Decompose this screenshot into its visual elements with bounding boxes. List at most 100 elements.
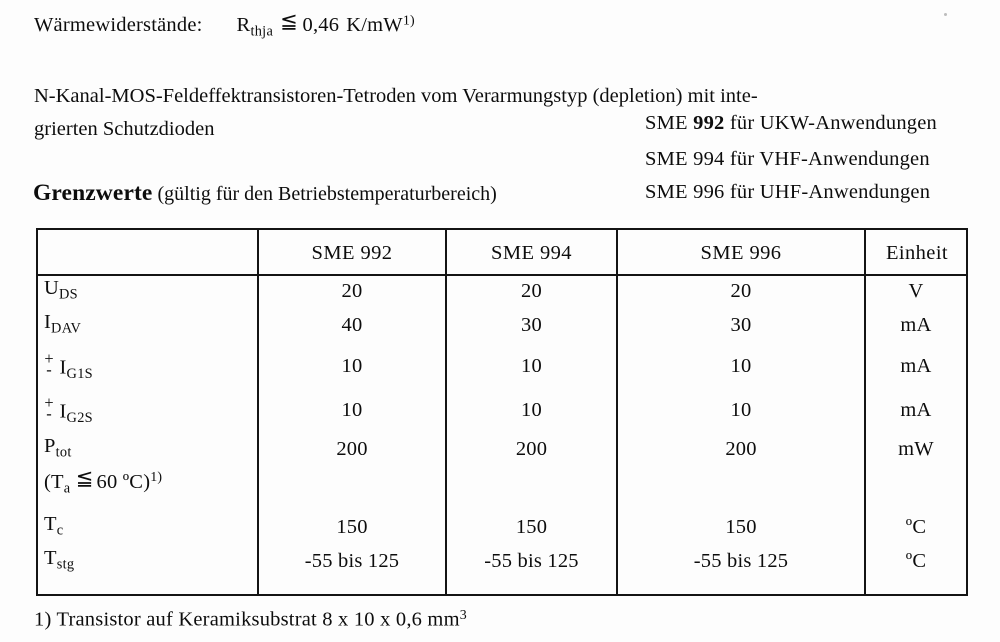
parameter-symbol: I [44,311,52,333]
thermal-symbol-subscript: thja [250,23,274,40]
table-cell: 30 [521,314,542,336]
table-cell: -55 bis 125 [304,550,400,572]
table-cell: 10 [521,399,542,421]
parameter-subscript: G1S [66,366,93,383]
plus-minus-icon: + - [44,349,54,380]
table-column-divider-1 [257,230,259,594]
table-cell: 10 [730,399,752,421]
table-cell: V [908,280,924,302]
variant-middle: für [729,148,755,170]
variant-prefix: SME [645,112,688,134]
table-header-sme994: SME 994 [491,242,572,264]
parameter-subscript: tot [55,444,72,461]
variant-line-992: SME 992 für UKW-Anwendungen [645,112,937,135]
variant-line-994: SME 994 für VHF-Anwendungen [645,148,930,171]
description-line-1: N-Kanal-MOS-Feldeffektransistoren-Tetrod… [34,85,758,107]
table-cell: 10 [521,355,542,377]
less-equal-icon [76,468,94,490]
table-cell: ºC [905,550,927,572]
variant-middle: für [729,112,755,134]
parameter-subscript: G2S [66,410,93,427]
table-cell: 150 [515,516,548,538]
table-cell: mA [900,314,932,336]
table-cell: ºC [905,516,927,538]
table-row-parameter: + - IG1S [44,349,257,383]
variant-number: 996 [693,181,725,203]
table-cell: 200 [515,438,548,460]
table-cell: 10 [341,355,363,377]
variant-middle: für [729,181,755,203]
table-cell: 10 [730,355,752,377]
table-column-divider-3 [616,230,618,594]
footnote: 1) Transistor auf Keramiksubstrat 8 x 10… [34,608,467,632]
table-header-parameter [38,232,257,274]
table-header-sme996: SME 996 [700,242,782,264]
variant-prefix: SME [645,148,688,170]
parameter-symbol: I [59,356,67,379]
parameter-symbol: U [44,277,60,299]
table-header-unit: Einheit [885,242,949,264]
table-header-divider [38,274,966,276]
thermal-unit: K/mW [346,13,403,36]
table-cell: 10 [341,399,363,421]
table-cell: 200 [725,438,757,460]
parameter-subscript: DAV [51,320,82,337]
table-cell: 20 [730,280,752,302]
table-row-parameter: Tstg [44,547,257,573]
parameter-symbol: T [44,547,57,569]
footnote-exponent: 3 [459,608,467,623]
table-header-sme992: SME 992 [311,242,393,264]
limits-subtitle: (gültig für den Betriebstemperaturbereic… [157,183,497,205]
product-description: N-Kanal-MOS-Feldeffektransistoren-Tetrod… [34,80,972,146]
table-row-parameter: Ptot [44,435,257,461]
table-cell: 40 [341,314,363,336]
table-cell: -55 bis 125 [484,550,579,572]
table-row-condition: (Ta 60 ºC)1) [44,468,257,497]
table-column-divider-2 [445,230,447,594]
table-row-parameter: UDS [44,277,257,303]
thermal-symbol: R [236,13,251,36]
table-cell: 30 [730,314,752,336]
table-cell: mW [898,438,934,460]
thermal-resistance-label: Wärmewiderstände: [34,13,203,36]
condition-subscript: a [63,480,71,497]
footnote-marker: 1) [34,608,52,631]
limits-heading: Grenzwerte (gültig für den Betriebstemper… [33,180,497,207]
table-cell: 20 [341,280,363,302]
table-cell: 150 [725,516,757,538]
footnote-text: Transistor auf Keramiksubstrat 8 x 10 x … [56,608,460,631]
variant-line-996: SME 996 für UHF-Anwendungen [645,181,930,204]
condition-value: 60 [96,470,118,493]
thermal-value: 0,46 [302,13,340,36]
table-row-parameter: + - IG2S [44,394,257,427]
parameter-symbol: I [59,400,67,423]
thermal-resistance-line: Wärmewiderstände: Rthja 0,46 K/mW1) [34,11,415,40]
less-equal-icon [280,11,298,33]
parameter-symbol: T [44,513,57,535]
table-cell: 150 [336,516,368,538]
condition-footnote-marker: 1) [150,470,163,486]
parameter-subscript: c [56,522,64,539]
limits-title: Grenzwerte [33,180,153,206]
thermal-footnote-marker: 1) [402,13,415,29]
condition-unit: ºC) [122,470,151,493]
variant-application: UKW-Anwendungen [759,112,938,134]
table-cell: mA [900,355,932,377]
table-column-divider-4 [864,230,866,594]
thermal-resistance-formula: Rthja 0,46 K/mW1) [236,11,415,40]
variant-application: VHF-Anwendungen [759,148,930,170]
parameter-subscript: DS [59,286,78,303]
parameter-subscript: stg [56,556,75,573]
scan-speck [944,13,947,16]
table-cell: 200 [336,438,368,460]
table-row-parameter: IDAV [44,311,257,337]
description-line-2: grierten Schutzdioden [34,118,215,140]
variant-prefix: SME [645,181,688,203]
table-cell: mA [900,399,932,421]
parameter-symbol: P [44,435,56,457]
limits-table: SME 992 SME 994 SME 996 Einheit UDS IDAV… [36,228,968,596]
table-row-parameter: Tc [44,513,257,539]
variant-number: 994 [693,148,725,170]
variant-number: 992 [693,112,725,134]
table-cell: -55 bis 125 [693,550,789,572]
